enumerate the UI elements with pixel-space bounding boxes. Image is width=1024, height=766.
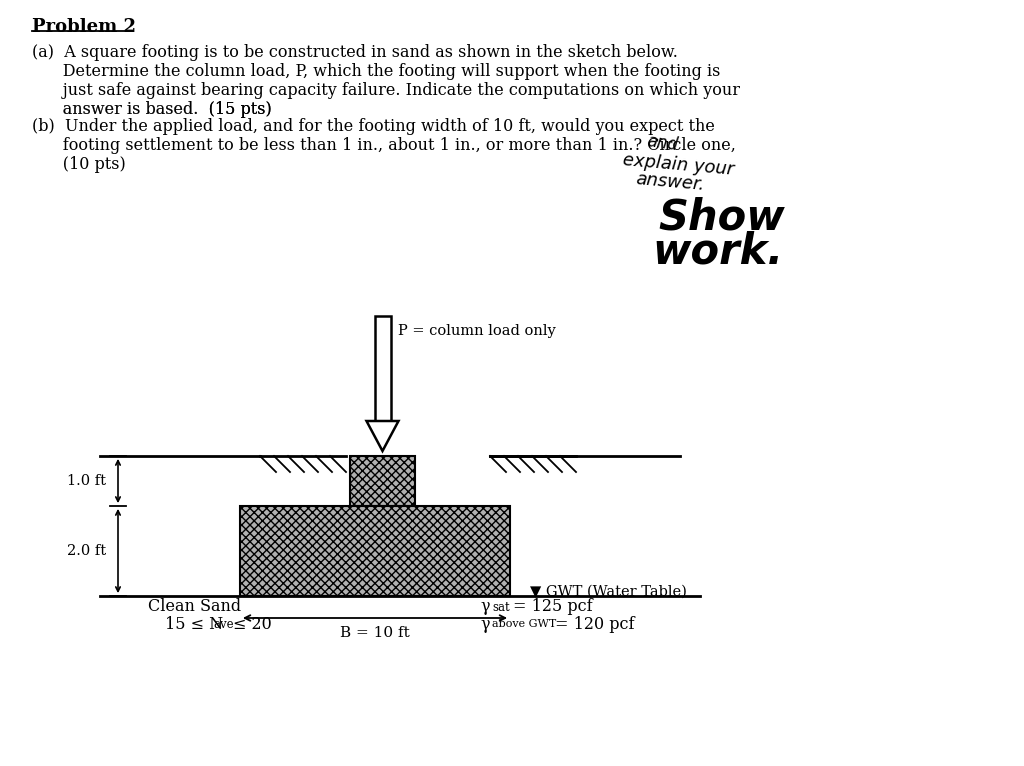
Text: answer.: answer. xyxy=(635,170,706,194)
Text: = 125 pcf: = 125 pcf xyxy=(513,598,593,615)
Text: (10 pts): (10 pts) xyxy=(32,156,126,173)
Bar xyxy=(240,506,510,596)
Text: footing settlement to be less than 1 in., about 1 in., or more than 1 in.? Circl: footing settlement to be less than 1 in.… xyxy=(32,137,736,154)
Bar xyxy=(240,506,510,596)
Polygon shape xyxy=(375,316,390,421)
Text: Determine the column load, P, which the footing will support when the footing is: Determine the column load, P, which the … xyxy=(32,63,720,80)
Text: γ: γ xyxy=(480,598,489,615)
Text: 15 ≤ N: 15 ≤ N xyxy=(165,616,223,633)
Text: Clean Sand: Clean Sand xyxy=(148,598,242,615)
Text: 1.0 ft: 1.0 ft xyxy=(67,474,106,488)
Text: just safe against bearing capacity failure. Indicate the computations on which y: just safe against bearing capacity failu… xyxy=(32,82,740,99)
Text: = 120 pcf: = 120 pcf xyxy=(555,616,635,633)
Text: ≤ 20: ≤ 20 xyxy=(233,616,271,633)
Text: P = column load only: P = column load only xyxy=(397,324,555,338)
Text: sat: sat xyxy=(492,601,510,614)
Text: Problem 2: Problem 2 xyxy=(32,18,136,36)
Text: (a)  A square footing is to be constructed in sand as shown in the sketch below.: (a) A square footing is to be constructe… xyxy=(32,44,678,61)
Polygon shape xyxy=(367,421,398,451)
Text: above GWT: above GWT xyxy=(492,619,556,629)
Bar xyxy=(350,456,415,506)
Text: B = 10 ft: B = 10 ft xyxy=(340,626,410,640)
Text: explain your: explain your xyxy=(622,151,735,178)
Text: 2.0 ft: 2.0 ft xyxy=(67,544,106,558)
Text: answer is based.  (15 pts): answer is based. (15 pts) xyxy=(32,101,271,118)
Text: (b)  Under the applied load, and for the footing width of 10 ft, would you expec: (b) Under the applied load, and for the … xyxy=(32,118,715,135)
Bar xyxy=(350,456,415,506)
Text: answer is based.: answer is based. xyxy=(32,101,209,118)
Text: ave: ave xyxy=(213,618,233,631)
Text: γ: γ xyxy=(480,616,489,633)
Text: work.: work. xyxy=(652,231,783,273)
Text: Show: Show xyxy=(658,196,784,238)
Text: and: and xyxy=(646,132,680,154)
Text: answer is based.  (15 pts): answer is based. (15 pts) xyxy=(32,101,271,118)
Text: ▼ GWT (Water Table): ▼ GWT (Water Table) xyxy=(530,585,687,599)
